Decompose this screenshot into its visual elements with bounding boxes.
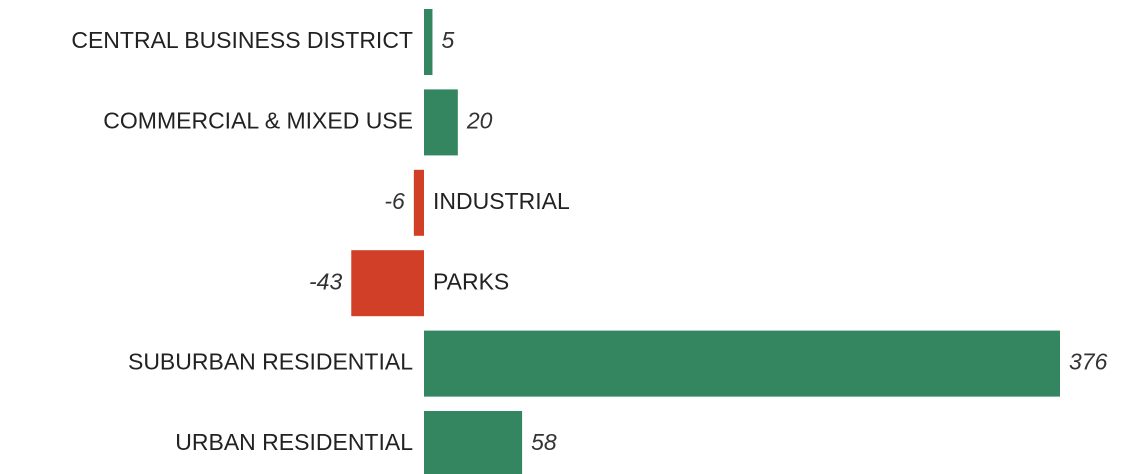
bar (424, 411, 523, 474)
bar (424, 89, 458, 156)
bar (351, 250, 424, 317)
category-label: COMMERCIAL & MIXED USE (103, 107, 413, 133)
value-label: 376 (1069, 349, 1108, 375)
category-label: CENTRAL BUSINESS DISTRICT (71, 27, 413, 53)
category-label: PARKS (433, 268, 509, 294)
value-label: -43 (309, 268, 342, 294)
value-label: 5 (441, 27, 454, 53)
bar (424, 9, 433, 75)
category-label: URBAN RESIDENTIAL (175, 429, 413, 455)
bar (424, 330, 1060, 397)
category-label: SUBURBAN RESIDENTIAL (128, 349, 413, 375)
category-label: INDUSTRIAL (433, 188, 570, 214)
value-label: 58 (531, 429, 557, 455)
bar (413, 169, 424, 236)
value-label: 20 (466, 107, 493, 133)
value-label: -6 (384, 188, 405, 214)
